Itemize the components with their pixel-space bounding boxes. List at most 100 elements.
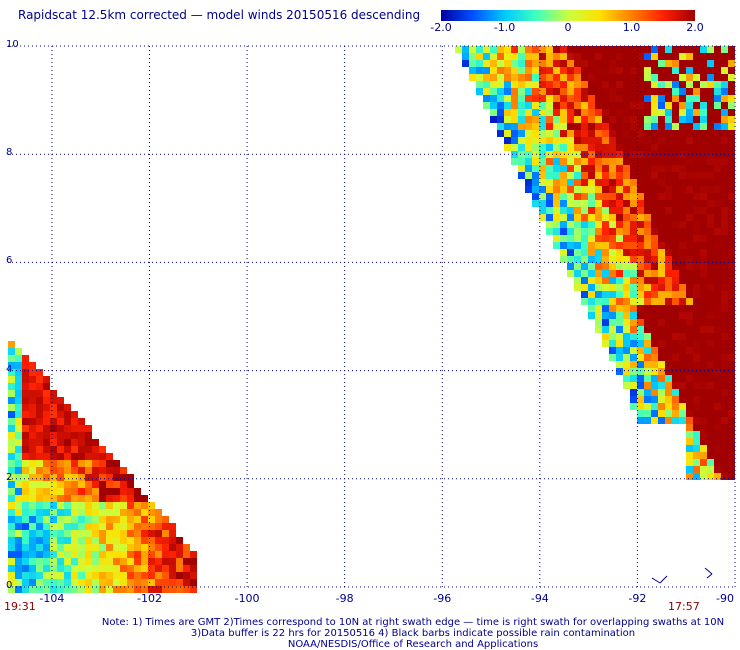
swath-cell	[616, 270, 623, 277]
swath-cell	[525, 74, 532, 81]
swath-cell	[686, 137, 693, 144]
swath-cell	[721, 81, 728, 88]
swath-cell	[644, 291, 651, 298]
swath-cell	[57, 530, 64, 537]
swath-cell	[43, 537, 50, 544]
swath-cell	[721, 431, 728, 438]
swath-cell	[595, 95, 602, 102]
swath-cell	[728, 193, 735, 200]
swath-cell	[686, 193, 693, 200]
swath-cell	[651, 102, 658, 109]
swath-cell	[15, 579, 22, 586]
swath-cell	[588, 60, 595, 67]
swath-cell	[71, 411, 78, 418]
swath-cell	[525, 46, 532, 53]
y-tick-label: 8	[6, 147, 13, 159]
swath-cell	[92, 439, 99, 446]
swath-cell	[64, 530, 71, 537]
swath-cell	[714, 144, 721, 151]
swath-cell	[64, 572, 71, 579]
swath-cell	[637, 102, 644, 109]
swath-cell	[658, 200, 665, 207]
swath-cell	[728, 424, 735, 431]
swath-cell	[99, 474, 106, 481]
swath-cell	[714, 151, 721, 158]
swath-cell	[616, 60, 623, 67]
swath-cell	[679, 396, 686, 403]
swath-cell	[8, 502, 15, 509]
swath-cell	[57, 558, 64, 565]
swath-cell	[71, 495, 78, 502]
swath-cell	[85, 565, 92, 572]
swath-cell	[141, 523, 148, 530]
swath-cell	[651, 361, 658, 368]
swath-cell	[595, 46, 602, 53]
swath-cell	[707, 137, 714, 144]
swath-cell	[588, 165, 595, 172]
swath-cell	[176, 544, 183, 551]
swath-cell	[644, 389, 651, 396]
swath-cell	[637, 67, 644, 74]
swath-cell	[707, 109, 714, 116]
swath-cell	[92, 558, 99, 565]
swath-cell	[616, 340, 623, 347]
swath-cell	[602, 137, 609, 144]
swath-cell	[567, 270, 574, 277]
swath-cell	[92, 537, 99, 544]
swath-cell	[714, 207, 721, 214]
swath-cell	[64, 551, 71, 558]
swath-cell	[588, 277, 595, 284]
swath-cell	[728, 466, 735, 473]
swath-cell	[693, 46, 700, 53]
swath-cell	[665, 193, 672, 200]
swath-cell	[581, 242, 588, 249]
swath-cell	[679, 116, 686, 123]
swath-cell	[707, 207, 714, 214]
swath-cell	[686, 186, 693, 193]
swath-cell	[707, 445, 714, 452]
swath-cell	[658, 242, 665, 249]
swath-cell	[99, 495, 106, 502]
swath-cell	[714, 123, 721, 130]
swath-cell	[127, 495, 134, 502]
swath-cell	[658, 130, 665, 137]
swath-cell	[721, 424, 728, 431]
swath-cell	[85, 425, 92, 432]
swath-cell	[637, 186, 644, 193]
swath-cell	[162, 572, 169, 579]
swath-cell	[57, 460, 64, 467]
swath-cell	[707, 319, 714, 326]
swath-cell	[686, 102, 693, 109]
swath-cell	[637, 228, 644, 235]
swath-cell	[679, 207, 686, 214]
swath-cell	[693, 165, 700, 172]
swath-cell	[651, 291, 658, 298]
swath-cell	[644, 130, 651, 137]
swath-cell	[672, 305, 679, 312]
swath-cell	[707, 74, 714, 81]
swath-cell	[707, 151, 714, 158]
swath-cell	[658, 158, 665, 165]
swath-cell	[679, 200, 686, 207]
swath-cell	[679, 144, 686, 151]
swath-cell	[525, 186, 532, 193]
swath-cell	[714, 459, 721, 466]
swath-cell	[8, 467, 15, 474]
swath-cell	[539, 200, 546, 207]
swath-cell	[50, 516, 57, 523]
swath-cell	[92, 509, 99, 516]
swath-cell	[679, 375, 686, 382]
swath-cell	[672, 354, 679, 361]
swath-cell	[78, 537, 85, 544]
swath-cell	[595, 144, 602, 151]
swath-cell	[665, 53, 672, 60]
swath-cell	[714, 88, 721, 95]
swath-cell	[106, 481, 113, 488]
swath-cell	[728, 361, 735, 368]
swath-cell	[57, 474, 64, 481]
swath-cell	[71, 509, 78, 516]
swath-cell	[539, 123, 546, 130]
swath-cell	[651, 270, 658, 277]
swath-cell	[71, 460, 78, 467]
swath-cell	[71, 544, 78, 551]
